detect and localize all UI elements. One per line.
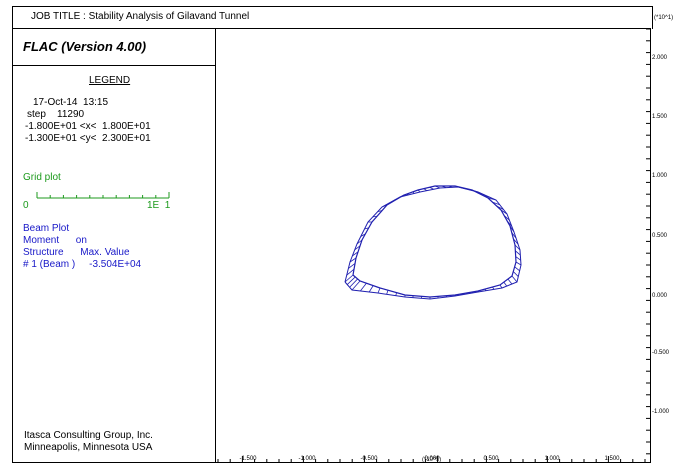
moment-hatch <box>348 263 356 269</box>
moment-hatch <box>460 186 465 190</box>
moment-hatch <box>477 192 485 196</box>
moment-hatch <box>514 244 521 251</box>
moment-hatch <box>372 215 378 218</box>
date-label: 17-Oct-14 13:15 <box>33 97 109 108</box>
step-label: step 11290 <box>27 109 85 120</box>
moment-hatch <box>356 239 363 245</box>
x-tick-label: 1.500 <box>604 456 620 462</box>
moment-hatch <box>406 193 410 196</box>
moment-hatch <box>434 185 441 189</box>
moment-hatch <box>487 197 497 201</box>
moment-hatch <box>512 271 519 277</box>
beam-entry: # 1 (Beam ) -3.504E+04 <box>23 259 142 270</box>
header-bar: JOB TITLE : Stability Analysis of Gilava… <box>12 6 653 29</box>
program-box: FLAC (Version 4.00) <box>13 29 215 66</box>
program-title: FLAC (Version 4.00) <box>23 39 147 54</box>
moment-hatch <box>429 186 434 190</box>
moment-envelope <box>344 186 522 300</box>
moment-hatch <box>423 188 428 191</box>
moment-hatch <box>496 205 504 210</box>
moment-hatch <box>466 188 472 191</box>
x-multiplier: (*10^1) <box>422 457 441 463</box>
y-range-label: -1.300E+01 <y< 2.300E+01 <box>25 133 151 144</box>
grid-scale-bar <box>36 192 170 199</box>
legend-panel: FLAC (Version 4.00) LEGEND 17-Oct-14 13:… <box>12 28 216 463</box>
moment-hatch <box>368 285 374 293</box>
moment-hatch <box>511 232 517 239</box>
moment-hatch <box>360 282 367 292</box>
moment-hatch <box>349 278 358 288</box>
moment-hatch <box>503 215 510 221</box>
moment-hatch <box>506 220 513 227</box>
structure-header: Structure Max. Value <box>23 247 130 258</box>
y-tick-label: 0.000 <box>652 293 668 299</box>
moment-hatch <box>507 278 513 285</box>
moment-hatch <box>346 268 355 276</box>
moment-hatch <box>387 201 393 204</box>
legend-title: LEGEND <box>89 75 131 86</box>
beam-plot-label: Beam Plot <box>23 223 70 234</box>
moment-hatch <box>484 288 487 291</box>
grid-scale-end: 1E 1 <box>147 200 171 211</box>
moment-hatch <box>349 257 357 263</box>
moment-hatch <box>417 189 421 193</box>
moment-hatch <box>482 195 491 198</box>
moment-hatch <box>492 201 500 206</box>
job-title: JOB TITLE : Stability Analysis of Gilava… <box>31 11 250 22</box>
moment-hatch <box>377 287 381 294</box>
moment-hatch <box>395 292 397 296</box>
moment-hatch <box>344 274 354 283</box>
moment-hatch <box>386 290 389 295</box>
moment-hatch <box>499 284 503 289</box>
x-range-label: -1.800E+01 <x< 1.800E+01 <box>25 121 151 132</box>
moment-hatch <box>509 225 515 233</box>
moment-hatch <box>364 227 369 230</box>
moment-hatch <box>471 189 479 193</box>
moment-hatch <box>381 204 388 208</box>
y-tick-label: -1.000 <box>652 409 670 415</box>
x-tick-label: 0.500 <box>483 456 499 462</box>
moment-hatch <box>377 210 383 213</box>
grid-plot-label: Grid plot <box>23 172 61 183</box>
moment-label: Moment on <box>23 235 87 246</box>
moment-hatch <box>346 276 356 285</box>
y-tick-label: 1.000 <box>652 173 668 179</box>
moment-hatch <box>515 261 522 266</box>
moment-hatch <box>441 185 447 189</box>
x-tick-label: -1.500 <box>239 456 257 462</box>
x-tick-label: 1.000 <box>544 456 560 462</box>
moment-hatch <box>503 281 508 287</box>
moment-hatch <box>394 197 399 201</box>
y-tick-label: 0.500 <box>652 233 668 239</box>
beam-moment-diagram <box>344 185 522 300</box>
plot-area <box>216 28 651 463</box>
moment-hatch <box>454 185 459 188</box>
tunnel-beam-outline <box>352 185 517 298</box>
moment-hatch <box>515 256 521 261</box>
moment-hatch <box>511 275 518 283</box>
moment-hatch <box>399 194 405 198</box>
y-tick-label: -0.500 <box>652 350 670 356</box>
moment-hatch <box>500 209 508 215</box>
moment-hatch <box>360 233 366 237</box>
footer-credits: Itasca Consulting Group, Inc. Minneapoli… <box>24 430 153 454</box>
moment-hatch <box>513 238 519 245</box>
x-tick-label: -0.500 <box>360 456 378 462</box>
moment-hatch <box>492 286 495 290</box>
moment-hatch <box>354 245 361 251</box>
y-multiplier: (*10^1) <box>654 15 673 21</box>
footer-line-2: Minneapolis, Minnesota USA <box>24 442 153 453</box>
y-tick-label: 1.500 <box>652 114 668 120</box>
footer-line-1: Itasca Consulting Group, Inc. <box>24 430 153 441</box>
moment-hatch <box>515 250 521 256</box>
x-tick-label: -1.000 <box>298 456 316 462</box>
moment-hatch <box>448 185 453 188</box>
moment-hatch <box>351 280 361 291</box>
moment-hatch <box>514 266 520 272</box>
x-tick-label: 0.000 <box>424 456 440 462</box>
grid-scale-start: 0 <box>23 200 29 211</box>
moment-hatch <box>352 251 359 257</box>
y-tick-label: 2.000 <box>652 55 668 61</box>
